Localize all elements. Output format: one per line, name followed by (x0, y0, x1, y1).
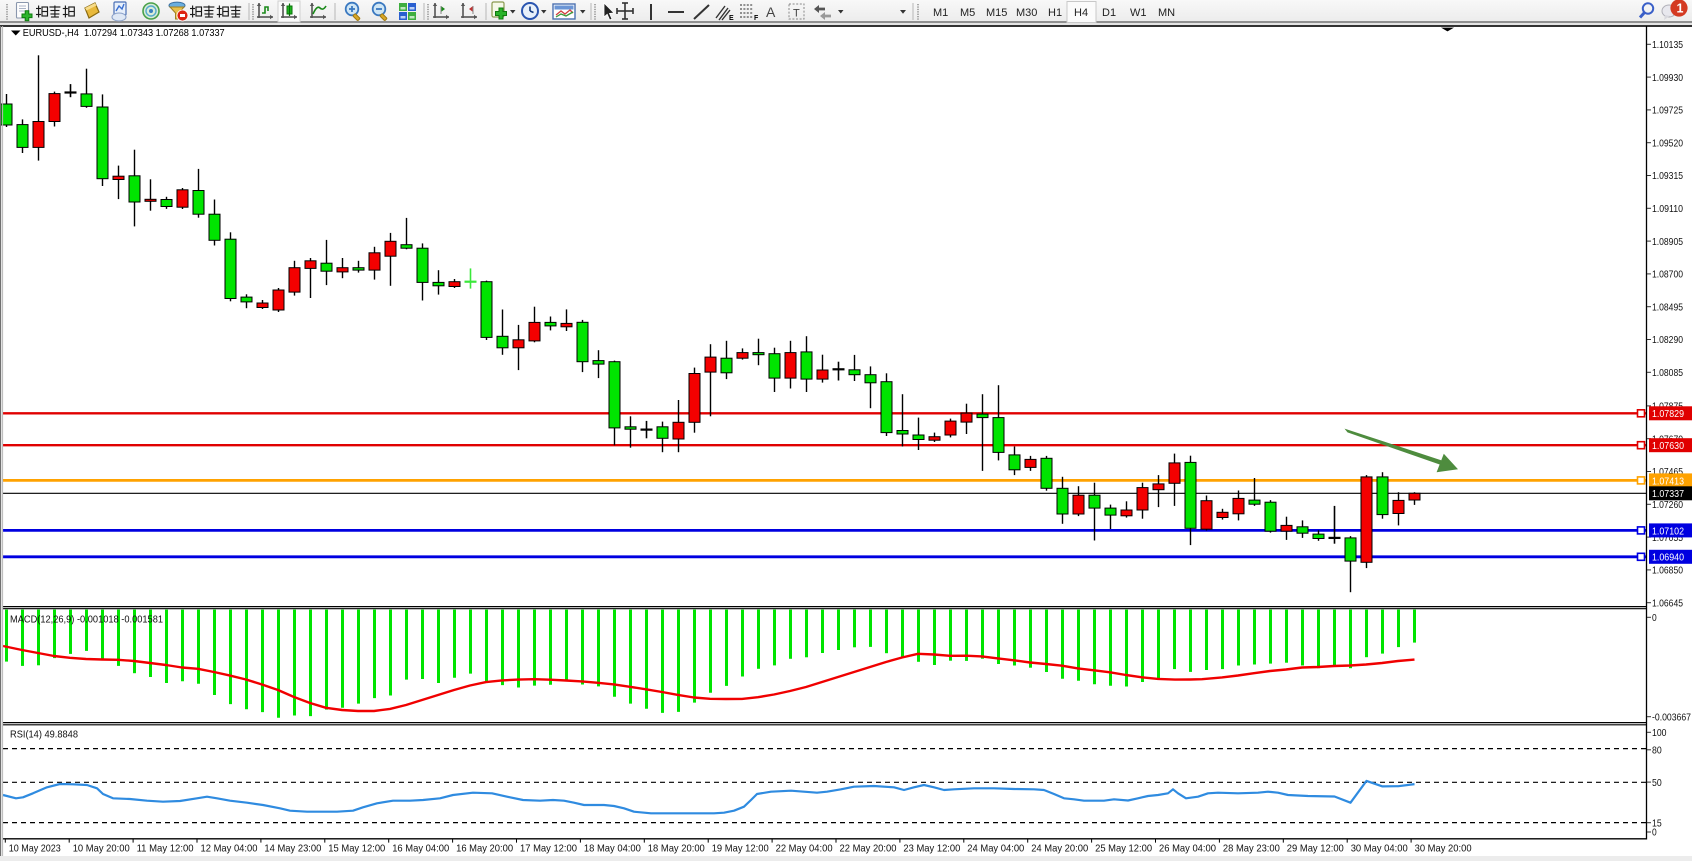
svg-text:M15: M15 (986, 7, 1007, 19)
svg-text:1.07829: 1.07829 (1652, 408, 1684, 420)
svg-text:100: 100 (1652, 727, 1667, 739)
svg-text:EURUSD-,H4 1.07294 1.07343 1.: EURUSD-,H4 1.07294 1.07343 1.07268 1.073… (23, 27, 225, 39)
svg-text:0: 0 (1652, 612, 1657, 624)
svg-text:10 May 2023: 10 May 2023 (9, 843, 61, 855)
svg-text:15: 15 (1652, 817, 1662, 829)
svg-text:M5: M5 (960, 7, 975, 19)
svg-text:30 May 20:00: 30 May 20:00 (1415, 843, 1472, 855)
svg-text:18 May 20:00: 18 May 20:00 (648, 843, 705, 855)
svg-text:MN: MN (1158, 7, 1175, 19)
svg-text:F: F (754, 15, 759, 22)
svg-text:1.09520: 1.09520 (1652, 137, 1683, 149)
svg-text:80: 80 (1652, 745, 1662, 757)
svg-text:28 May 23:00: 28 May 23:00 (1223, 843, 1280, 855)
svg-text:D1: D1 (1102, 7, 1116, 19)
svg-text:1.09315: 1.09315 (1652, 170, 1683, 182)
svg-text:1.09725: 1.09725 (1652, 105, 1683, 117)
svg-text:14 May 23:00: 14 May 23:00 (264, 843, 321, 855)
svg-text:1.07630: 1.07630 (1652, 440, 1684, 452)
svg-text:16 May 04:00: 16 May 04:00 (392, 843, 449, 855)
svg-text:26 May 04:00: 26 May 04:00 (1159, 843, 1216, 855)
svg-text:1.08700: 1.08700 (1652, 269, 1683, 281)
svg-text:50: 50 (1652, 777, 1662, 789)
svg-text:-0.003667: -0.003667 (1652, 711, 1691, 723)
svg-text:1: 1 (1677, 2, 1684, 16)
svg-text:16 May 20:00: 16 May 20:00 (456, 843, 513, 855)
svg-text:11 May 12:00: 11 May 12:00 (137, 843, 194, 855)
svg-text:24 May 20:00: 24 May 20:00 (1031, 843, 1088, 855)
svg-text:23 May 12:00: 23 May 12:00 (903, 843, 960, 855)
svg-text:12 May 04:00: 12 May 04:00 (201, 843, 258, 855)
svg-text:0: 0 (1652, 827, 1657, 839)
svg-text:H1: H1 (1048, 7, 1062, 19)
svg-text:1.09110: 1.09110 (1652, 203, 1683, 215)
svg-text:RSI(14) 49.8848: RSI(14) 49.8848 (10, 729, 78, 741)
svg-text:10 May 20:00: 10 May 20:00 (73, 843, 130, 855)
svg-text:29 May 12:00: 29 May 12:00 (1287, 843, 1344, 855)
svg-text:1.08290: 1.08290 (1652, 334, 1683, 346)
svg-text:17 May 12:00: 17 May 12:00 (520, 843, 577, 855)
svg-text:1.08495: 1.08495 (1652, 301, 1683, 313)
svg-text:E: E (729, 15, 734, 22)
svg-text:1.07413: 1.07413 (1652, 475, 1684, 487)
svg-text:T: T (793, 8, 800, 20)
svg-text:1.07260: 1.07260 (1652, 499, 1683, 511)
svg-text:H4: H4 (1074, 7, 1088, 19)
svg-text:18 May 04:00: 18 May 04:00 (584, 843, 641, 855)
svg-text:A: A (766, 4, 776, 20)
svg-text:MACD(12,26,9) -0.001018 -0.001: MACD(12,26,9) -0.001018 -0.001581 (10, 614, 163, 626)
svg-text:M1: M1 (933, 7, 948, 19)
svg-text:30 May 04:00: 30 May 04:00 (1351, 843, 1408, 855)
svg-text:22 May 04:00: 22 May 04:00 (776, 843, 833, 855)
svg-text:24 May 04:00: 24 May 04:00 (967, 843, 1024, 855)
svg-text:1.10135: 1.10135 (1652, 39, 1683, 51)
svg-text:22 May 20:00: 22 May 20:00 (840, 843, 897, 855)
svg-text:1.07337: 1.07337 (1652, 488, 1684, 500)
svg-text:15 May 12:00: 15 May 12:00 (328, 843, 385, 855)
svg-text:1.08085: 1.08085 (1652, 367, 1683, 379)
svg-text:M30: M30 (1016, 7, 1037, 19)
svg-text:1.06850: 1.06850 (1652, 565, 1683, 577)
svg-text:1.07102: 1.07102 (1652, 525, 1684, 537)
svg-text:25 May 12:00: 25 May 12:00 (1095, 843, 1152, 855)
svg-text:1.09930: 1.09930 (1652, 72, 1683, 84)
svg-text:W1: W1 (1130, 7, 1147, 19)
svg-text:19 May 12:00: 19 May 12:00 (712, 843, 769, 855)
svg-text:1.08905: 1.08905 (1652, 236, 1683, 248)
svg-text:1.06645: 1.06645 (1652, 597, 1683, 609)
svg-text:1.06940: 1.06940 (1652, 552, 1684, 564)
